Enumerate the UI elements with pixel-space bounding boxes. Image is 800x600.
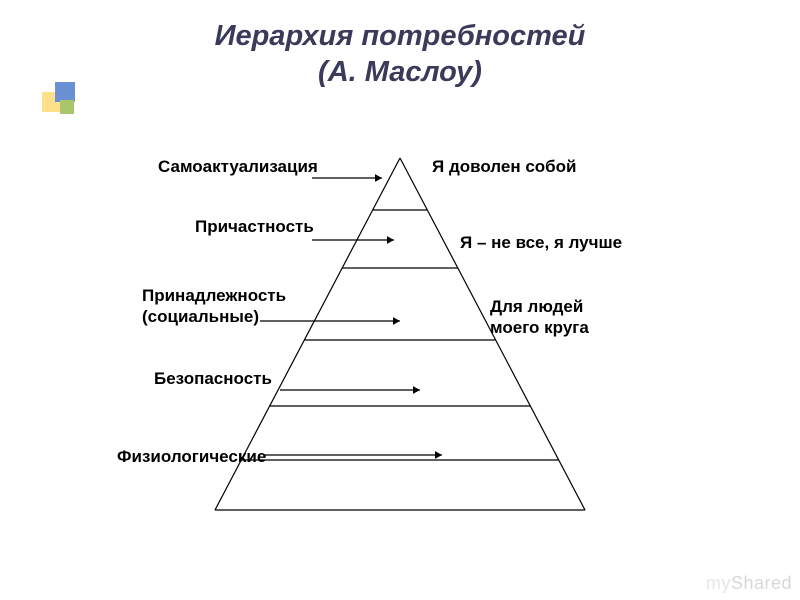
pyramid-diagram: [0, 0, 800, 600]
desc-label-self-actualization: Я доволен собой: [432, 156, 577, 177]
level-label-self-actualization: Самоактуализация: [158, 156, 318, 177]
watermark-prefix: my: [706, 573, 731, 593]
desc-label-esteem: Я – не все, я лучше: [460, 232, 622, 253]
level-label-safety: Безопасность: [154, 368, 272, 389]
level-label-esteem: Причастность: [195, 216, 314, 237]
watermark: myShared: [706, 573, 792, 594]
level-label-physiological: Физиологические: [117, 446, 266, 467]
desc-label-belonging: Для людей моего круга: [490, 296, 589, 339]
watermark-text: Shared: [731, 573, 792, 593]
level-label-belonging: Принадлежность (социальные): [142, 285, 286, 328]
